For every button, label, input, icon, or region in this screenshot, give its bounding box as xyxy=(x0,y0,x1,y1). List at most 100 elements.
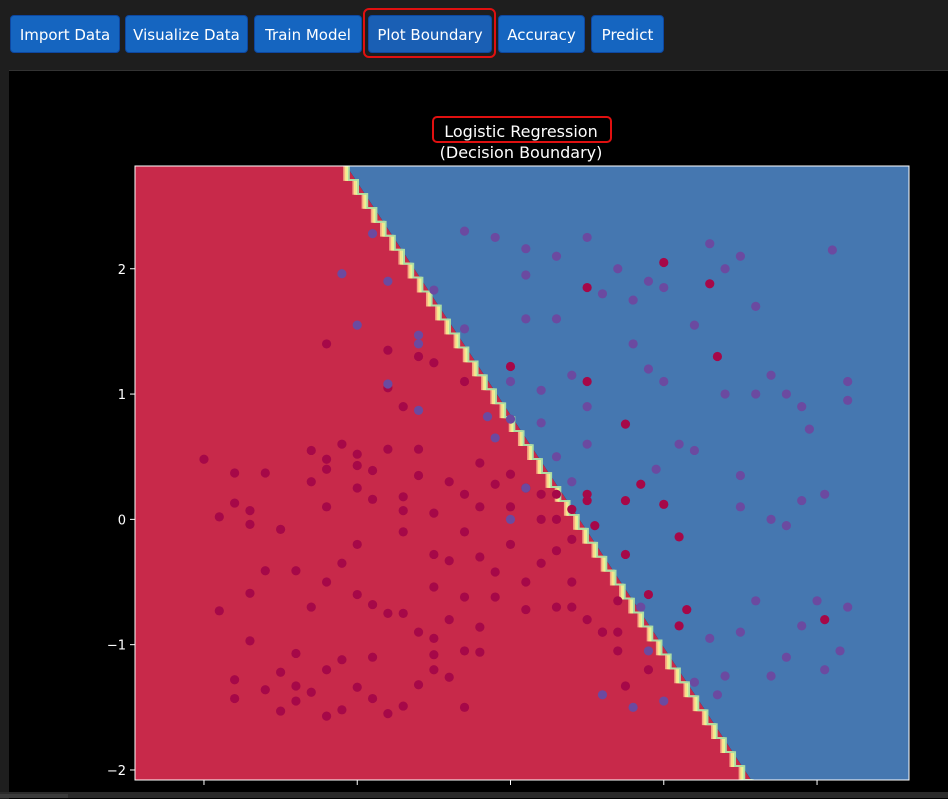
scatter-point xyxy=(398,527,408,537)
scatter-point xyxy=(812,596,822,606)
horizontal-scrollbar[interactable] xyxy=(0,792,948,798)
scatter-point xyxy=(613,627,623,637)
scatter-point xyxy=(337,655,347,665)
scatter-point xyxy=(413,470,424,481)
scatter-point xyxy=(337,439,347,449)
visualize-data-button[interactable]: Visualize Data xyxy=(125,15,248,53)
scrollbar-thumb[interactable] xyxy=(0,794,68,798)
scatter-point xyxy=(321,711,332,721)
scatter-point xyxy=(475,502,485,512)
scatter-point xyxy=(367,494,378,504)
scatter-point xyxy=(459,527,470,537)
scatter-point xyxy=(797,401,807,412)
scatter-point xyxy=(398,401,408,412)
scatter-point xyxy=(306,445,316,456)
scatter-point xyxy=(321,464,332,474)
scatter-point xyxy=(383,708,393,719)
scatter-point xyxy=(352,460,362,471)
scatter-point xyxy=(214,512,224,522)
scatter-point xyxy=(444,615,454,625)
scatter-point xyxy=(536,418,546,428)
scatter-point xyxy=(398,701,408,711)
chart-subtitle: (Decision Boundary) xyxy=(440,143,603,162)
scatter-point xyxy=(413,680,424,690)
scatter-point xyxy=(367,693,378,704)
scatter-point xyxy=(620,419,631,429)
train-model-button[interactable]: Train Model xyxy=(254,15,362,53)
scatter-point xyxy=(459,592,470,602)
scatter-point xyxy=(230,675,240,685)
scatter-point xyxy=(659,696,669,706)
scatter-point xyxy=(367,229,378,239)
scatter-point xyxy=(245,519,255,529)
scatter-point xyxy=(735,251,746,261)
scatter-point xyxy=(291,696,301,706)
plot-boundary-button[interactable]: Plot Boundary xyxy=(368,15,492,53)
scatter-point xyxy=(613,646,623,656)
import-data-button[interactable]: Import Data xyxy=(10,15,120,53)
scatter-point xyxy=(643,646,654,656)
scatter-point xyxy=(490,592,500,602)
scatter-point xyxy=(643,665,654,675)
scatter-point xyxy=(383,276,393,286)
scatter-point xyxy=(582,615,592,625)
scatter-point xyxy=(444,672,454,682)
scatter-point xyxy=(444,477,454,487)
scatter-point xyxy=(843,602,853,612)
scatter-point xyxy=(291,648,301,659)
scatter-point xyxy=(620,681,631,691)
class0-region xyxy=(135,166,752,780)
scatter-point xyxy=(820,615,830,625)
scatter-point xyxy=(245,505,255,516)
scatter-point xyxy=(475,458,485,468)
scatter-point xyxy=(398,505,408,516)
scatter-point xyxy=(337,269,347,279)
y-tick-label: 0 xyxy=(118,513,126,528)
scatter-point xyxy=(720,671,730,681)
scatter-point xyxy=(582,439,592,449)
scatter-point xyxy=(636,602,646,612)
scatter-point xyxy=(620,495,631,506)
scatter-point xyxy=(505,514,516,524)
x-axis xyxy=(203,780,818,785)
y-tick-label: −2 xyxy=(107,764,126,779)
scatter-point xyxy=(398,492,408,502)
scatter-point xyxy=(659,282,669,293)
scatter-point xyxy=(352,449,362,459)
scatter-point xyxy=(613,596,623,606)
scatter-point xyxy=(735,470,746,481)
scatter-point xyxy=(413,339,424,349)
scatter-point xyxy=(429,582,439,592)
scatter-point xyxy=(490,433,500,443)
scatter-point xyxy=(521,314,531,324)
scatter-point xyxy=(582,282,592,293)
scatter-point xyxy=(628,339,638,349)
scatter-point xyxy=(567,602,577,612)
accuracy-button[interactable]: Accuracy xyxy=(498,15,585,53)
y-axis: −2 −1 0 1 2 xyxy=(107,263,135,779)
scatter-point xyxy=(475,647,485,657)
scatter-point xyxy=(613,264,623,274)
scatter-point xyxy=(429,665,439,675)
y-tick-label: 2 xyxy=(118,263,126,278)
scatter-point xyxy=(413,330,424,340)
scatter-point xyxy=(781,652,791,662)
y-tick-label: −1 xyxy=(107,639,126,654)
scatter-point xyxy=(582,376,592,387)
scatter-point xyxy=(843,376,853,387)
scatter-point xyxy=(276,524,286,534)
scatter-point xyxy=(383,444,393,454)
scatter-point xyxy=(643,589,654,600)
scatter-point xyxy=(521,483,531,493)
predict-button[interactable]: Predict xyxy=(591,15,664,53)
scatter-point xyxy=(459,646,470,656)
scatter-point xyxy=(429,285,439,295)
chart-title: Logistic Regression xyxy=(444,122,597,141)
scatter-point xyxy=(720,389,730,399)
scatter-point xyxy=(383,379,393,389)
scatter-point xyxy=(260,468,270,478)
scatter-point xyxy=(689,677,700,687)
boundary-band xyxy=(348,166,754,780)
scatter-point xyxy=(214,606,224,616)
scatter-point xyxy=(620,549,631,560)
